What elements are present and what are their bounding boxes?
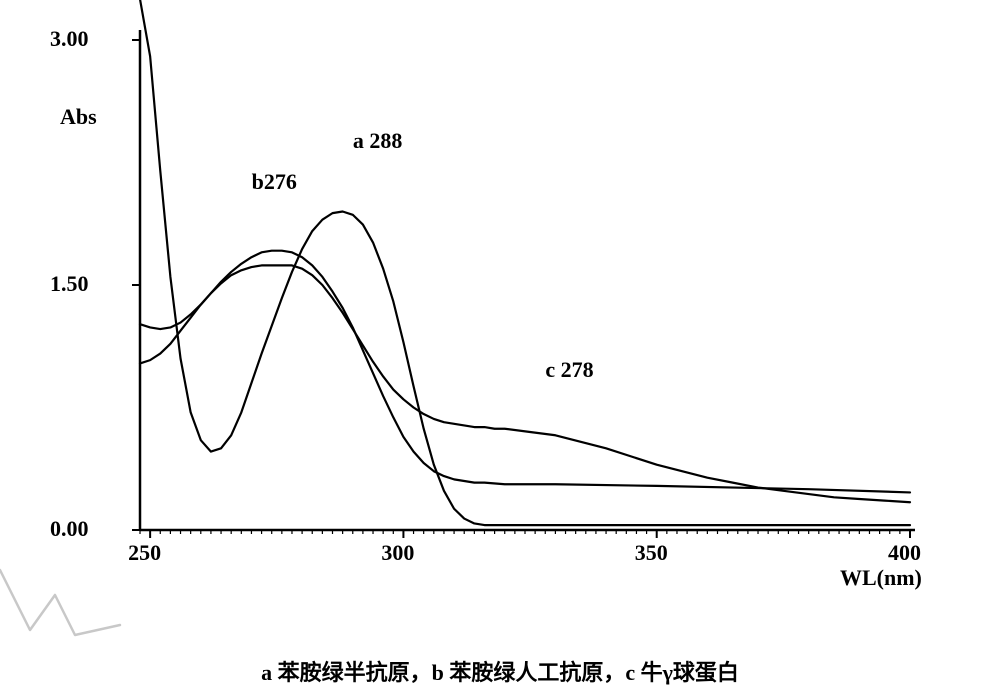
x-tick-label: 400 bbox=[888, 540, 921, 566]
chart-svg bbox=[0, 0, 1000, 700]
x-tick-label: 300 bbox=[381, 540, 414, 566]
x-axis-label: WL(nm) bbox=[840, 565, 922, 591]
y-tick-label: 3.00 bbox=[50, 26, 89, 52]
peak-label-b: b276 bbox=[252, 169, 297, 195]
y-tick-label: 1.50 bbox=[50, 271, 89, 297]
x-tick-label: 350 bbox=[635, 540, 668, 566]
peak-label-a: a 288 bbox=[353, 128, 403, 154]
y-axis-label: Abs bbox=[60, 104, 97, 130]
peak-label-c: c 278 bbox=[545, 357, 593, 383]
x-tick-label: 250 bbox=[128, 540, 161, 566]
y-tick-label: 0.00 bbox=[50, 516, 89, 542]
spectra-chart: Abs WL(nm) 0.00 1.50 3.00 250 300 350 40… bbox=[0, 0, 1000, 700]
legend-caption: a 苯胺绿半抗原，b 苯胺绿人工抗原，c 牛γ球蛋白 bbox=[0, 655, 1000, 687]
